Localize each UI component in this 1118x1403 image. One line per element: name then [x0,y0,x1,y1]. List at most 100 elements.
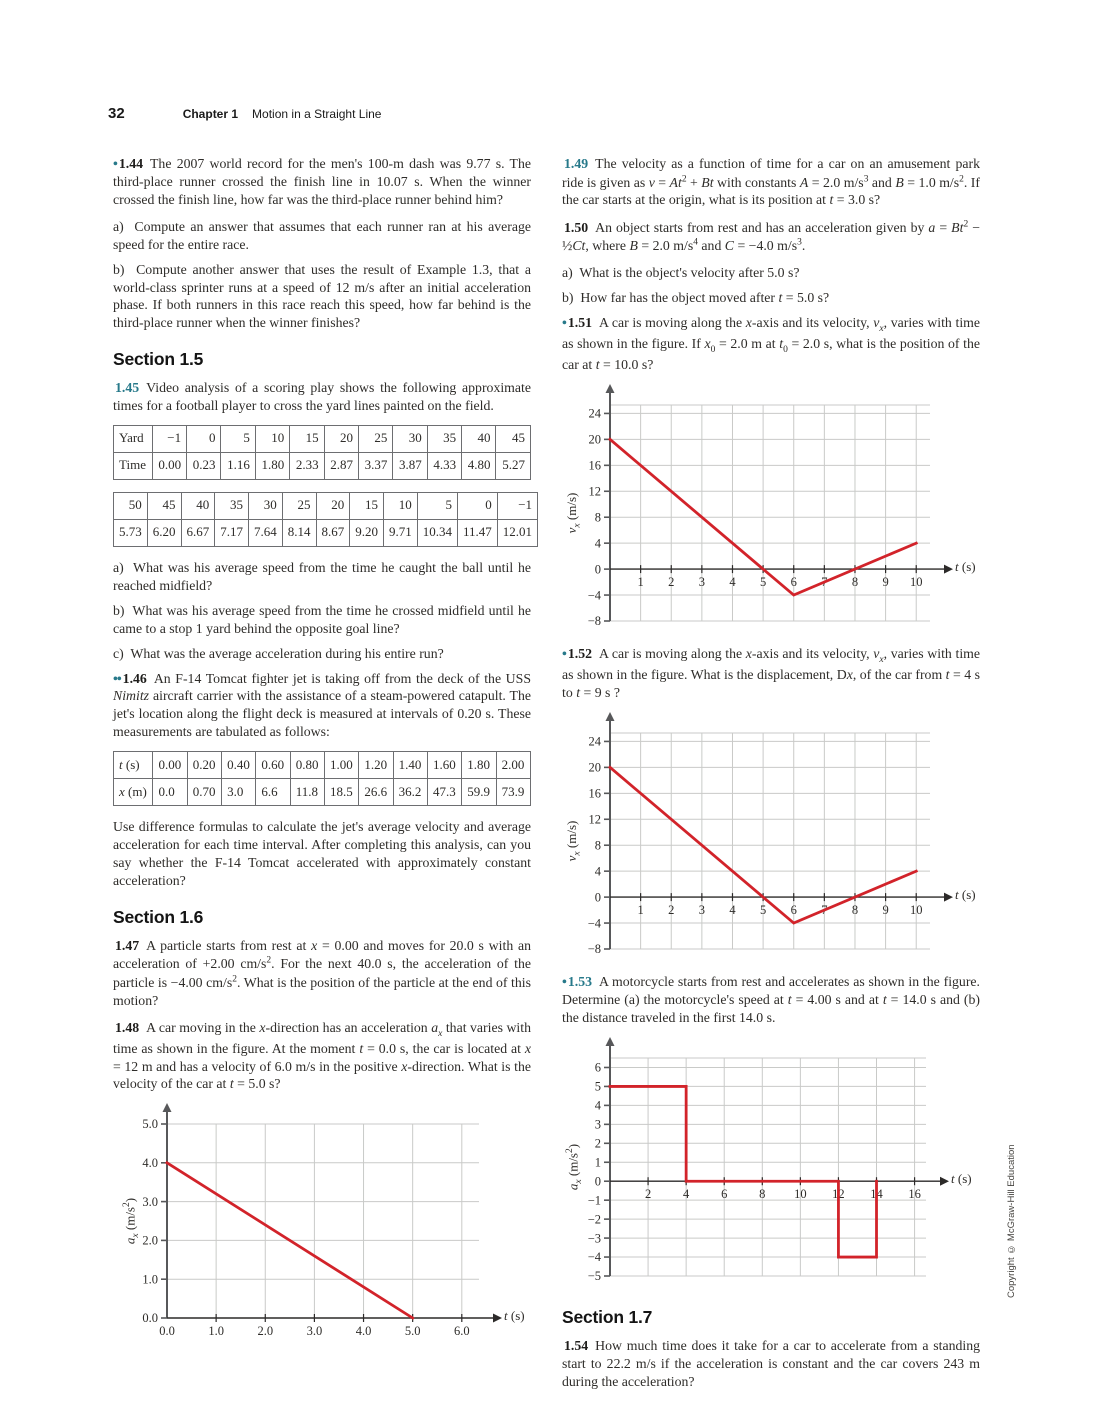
table-cell: 36.2 [392,778,428,807]
table-row: Yard −1 0 5 10 15 20 25 30 35 40 45 [113,424,531,453]
svg-text:6: 6 [791,575,797,589]
table-cell: 4.33 [426,451,463,480]
table-cell: 1.60 [426,751,463,780]
svg-text:10: 10 [910,903,923,917]
svg-text:16: 16 [908,1187,921,1201]
table-cell: 0.80 [289,751,326,780]
table-cell: 3.87 [392,451,428,480]
svg-text:6: 6 [721,1187,727,1201]
left-column: • 1.44 The 2007 world record for the men's… [112,155,539,1358]
copyright-notice: Copyright © McGraw-Hill Education [1006,1144,1017,1298]
svg-text:12: 12 [589,813,602,827]
svg-text:0.0: 0.0 [142,1312,158,1326]
svg-text:1.0: 1.0 [208,1324,224,1338]
table-cell: 3.37 [357,451,394,480]
problem-1-51: • 1.51 A car is moving along the x-axis an… [562,314,980,374]
table-cell: 26.6 [358,778,394,807]
svg-text:0.0: 0.0 [159,1324,175,1338]
table-cell: 1.80 [254,451,291,480]
svg-text:0: 0 [595,563,601,577]
table-cell: 2.87 [323,451,359,480]
problem-number: 1.54 [564,1337,589,1353]
page-number: 32 [108,105,125,122]
table-cell: 15 [349,491,384,520]
svg-text:−8: −8 [588,615,601,629]
table-cell: 1.16 [220,451,256,480]
svg-text:−3: −3 [588,1231,601,1245]
problem-number: 1.44 [118,156,143,171]
svg-text:10: 10 [910,575,923,589]
problem-number: 1.50 [564,219,589,235]
table-cell: 0.0 [152,778,188,807]
section-1-6-heading: Section 1.6 [113,906,204,927]
table-cell: 0 [457,491,498,520]
svg-text:20: 20 [589,761,602,775]
svg-text:6: 6 [595,1061,601,1075]
yard-time-table-1: Yard −1 0 5 10 15 20 25 30 35 40 45 Time 0.00 0.23 1.16… [113,424,531,480]
table-row: x (m) 0.0 0.70 3.0 6.6 11.8 18.5 26.6 36.2 47.3 59… [112,778,532,807]
table-cell: −1 [496,491,539,520]
table-cell: 1.20 [358,751,394,780]
table-cell: 0.40 [221,751,257,780]
problem-text: A car is moving along the x-axis and its… [562,315,981,373]
table-cell: −1 [151,424,188,453]
table-cell: 35 [426,424,463,453]
table-cell: 6.67 [180,518,216,547]
problem-text: A motorcycle starts from rest and accele… [562,974,980,1026]
problem-1-45-part-b: b) What was his average speed from the t… [113,602,531,636]
svg-text:0: 0 [595,1174,601,1188]
svg-text:2.0: 2.0 [142,1234,158,1248]
table-cell: 7.64 [248,518,283,547]
svg-text:1: 1 [637,903,643,917]
table-cell: 5 [416,491,459,520]
problem-1-48: 1.48 A car moving in the x-direction has … [113,1019,531,1094]
svg-text:−2: −2 [588,1212,601,1226]
svg-text:−8: −8 [588,942,601,956]
table-cell: 25 [357,424,394,453]
table-cell: 15 [289,424,325,453]
table-cell: 8.14 [281,518,317,547]
difficulty-bullet-icon: • [562,315,567,331]
table-cell: 45 [146,491,182,520]
svg-text:5: 5 [760,903,766,917]
svg-text:4.0: 4.0 [142,1156,158,1170]
svg-text:−4: −4 [588,917,602,931]
velocity-time-graph-1-51: 1 2 3 4 5 6 7 8 9 10 −8 −4 0 4 8 12 16 20 24 t (s) vx (m/s) [562,383,980,635]
table-cell: 30 [248,491,283,520]
table-cell: 10.34 [416,518,459,547]
svg-text:−5: −5 [588,1269,601,1283]
svg-text:6: 6 [791,903,797,917]
svg-text:3: 3 [699,903,705,917]
svg-text:−1: −1 [588,1193,601,1207]
problem-1-46-continuation: Use difference formulas to calculate the… [113,819,531,888]
table-cell: 11.47 [457,518,498,547]
problem-text: The 2007 world record for the men's 100-… [113,156,531,207]
table-cell: 0.00 [152,751,188,780]
jet-position-table: t (s) 0.00 0.20 0.40 0.60 0.80 1.00 1.20 1.40 1.6… [112,751,532,807]
svg-text:8: 8 [852,903,858,917]
table-cell: 3.0 [221,778,257,807]
table-cell: 10 [254,424,291,453]
table-cell: 35 [214,491,249,520]
velocity-time-graph-1-52: 1 2 3 4 5 6 7 8 9 10 −8 −4 0 4 8 12 16 20 24 t (s) vx (m/s) [562,711,980,963]
table-cell: 20 [315,491,351,520]
difficulty-bullet-icon: • [562,646,567,662]
problem-1-52: • 1.52 A car is moving along the x-axis an… [562,645,980,702]
svg-text:16: 16 [589,787,602,801]
table-cell: 40 [180,491,216,520]
section-1-7-heading: Section 1.7 [562,1307,653,1328]
svg-text:24: 24 [589,735,602,749]
problem-1-50: 1.50 An object starts from rest and has a… [562,218,980,255]
table-cell: 9.71 [383,518,418,547]
svg-text:9: 9 [882,903,888,917]
svg-text:24: 24 [589,407,602,421]
problem-1-54: 1.54 How much time does it take for a car… [562,1337,980,1391]
table-cell: 5.27 [495,451,531,480]
difficulty-bullet-icon: • [562,974,567,990]
svg-text:8: 8 [595,511,601,525]
table-cell: 7.17 [214,518,249,547]
problem-number: 1.53 [567,974,592,990]
svg-text:4.0: 4.0 [356,1324,372,1338]
table-cell: 47.3 [426,778,463,807]
